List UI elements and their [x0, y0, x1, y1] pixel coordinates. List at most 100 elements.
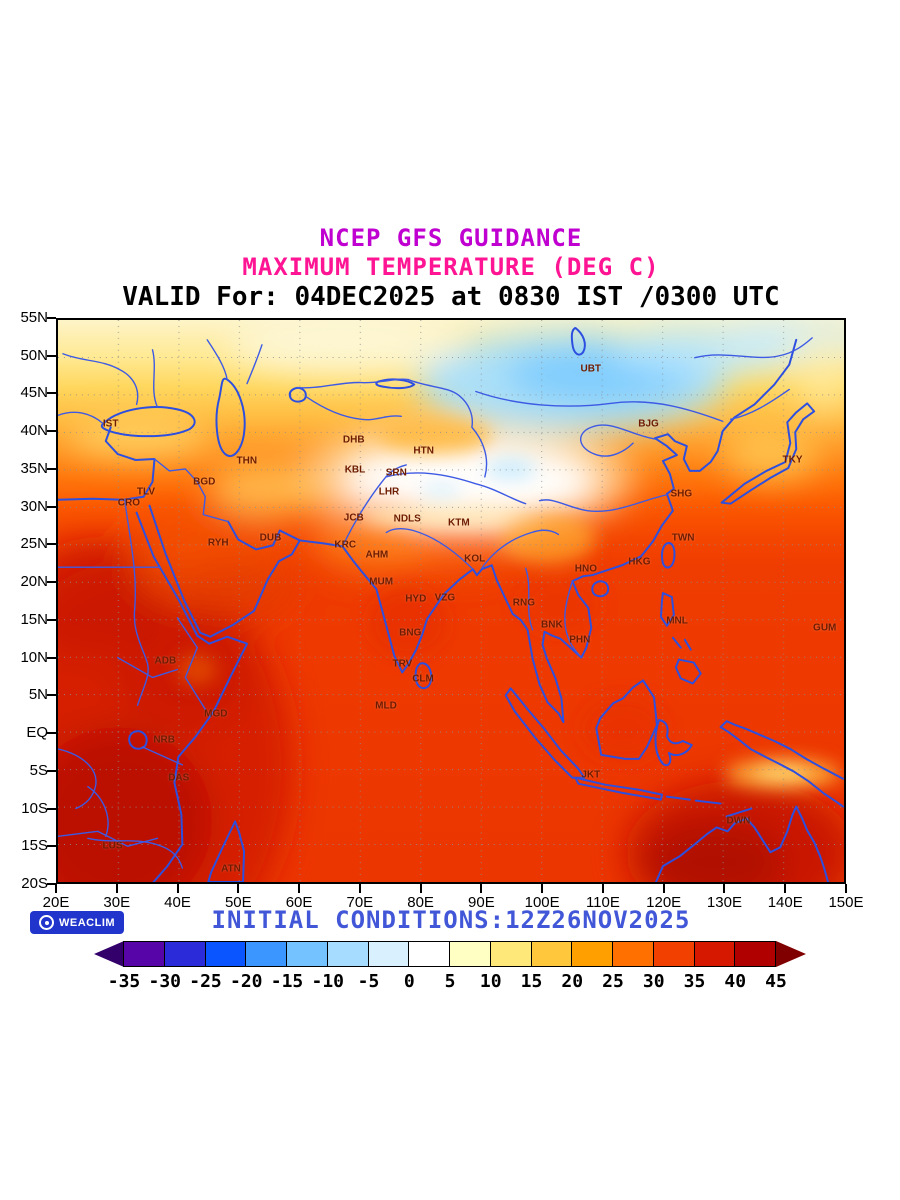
city-label: RNG — [512, 597, 536, 609]
lat-axis-label: 55N — [20, 309, 48, 326]
lat-axis-label: 25N — [20, 535, 48, 553]
axis-tick-left — [47, 430, 56, 433]
city-label: TLV — [136, 486, 156, 498]
colorbar-cell — [449, 941, 491, 967]
colorbar-cell — [612, 941, 654, 967]
lon-axis-label: 100E — [524, 894, 560, 911]
colorbar-tick-label: 0 — [403, 971, 415, 992]
axis-tick-left — [47, 505, 56, 508]
colorbar-cell — [326, 941, 369, 967]
colorbar-tick-label: -35 — [107, 971, 141, 992]
colorbar-cell — [530, 941, 573, 967]
coastlines — [58, 326, 844, 882]
city-label: KTM — [448, 517, 470, 529]
city-label: NRB — [153, 734, 175, 746]
colorbar-cell — [734, 941, 776, 967]
axis-tick-bottom — [723, 884, 726, 893]
axis-tick-bottom — [358, 884, 361, 893]
colorbar-arrow-left — [94, 941, 124, 967]
weaclim-label: WEACLIM — [59, 916, 116, 929]
axis-tick-left — [47, 581, 56, 584]
colorbar-cell — [571, 941, 613, 967]
lat-axis-label: 15N — [20, 610, 48, 628]
city-label: DHB — [342, 434, 365, 445]
lat-axis-label: 10S — [21, 799, 48, 817]
city-label: MNL — [666, 615, 688, 627]
colorbar-tick-label: 15 — [520, 971, 543, 992]
colorbar-tick-label: 20 — [561, 971, 584, 992]
lat-axis-label: 45N — [20, 384, 48, 402]
city-label: KBL — [344, 464, 366, 476]
axis-tick-bottom — [237, 884, 240, 893]
axis-tick-bottom — [176, 884, 179, 893]
city-label: KOL — [464, 553, 486, 565]
colorbar-cell — [367, 941, 410, 967]
temperature-map — [56, 318, 846, 884]
temperature-blobs-small — [177, 417, 841, 789]
city-label: ADB — [154, 655, 177, 667]
city-label: TKY — [782, 454, 803, 466]
colorbar-cell — [489, 941, 532, 967]
axis-tick-bottom — [662, 884, 665, 893]
lon-axis-label: 140E — [767, 894, 803, 911]
axis-tick-bottom — [784, 884, 787, 893]
lon-axis-label: 130E — [706, 894, 742, 911]
colorbar-tick-label: -30 — [148, 971, 182, 992]
lon-axis-label: 120E — [646, 894, 682, 911]
axis-tick-bottom — [480, 884, 483, 893]
city-label: PHN — [569, 634, 591, 646]
axis-tick-left — [47, 732, 56, 735]
lat-axis-label: 20N — [20, 573, 48, 591]
axis-tick-bottom — [541, 884, 544, 893]
borders-rivers — [58, 337, 813, 869]
city-label: ATN — [221, 863, 241, 875]
weaclim-logo-icon — [39, 915, 54, 930]
colorbar-cell — [163, 941, 206, 967]
colorbar-tick-label: -15 — [270, 971, 304, 992]
city-label: DAS — [168, 772, 190, 784]
weaclim-badge: WEACLIM — [30, 911, 125, 934]
colorbar-tick-label: 45 — [765, 971, 787, 992]
lat-axis-label: 10N — [20, 648, 48, 666]
colorbar-cell — [123, 941, 165, 967]
city-label: JCB — [343, 512, 364, 524]
colorbar-tick-label: 5 — [444, 971, 456, 992]
axis-tick-bottom — [298, 884, 301, 893]
colorbar-tick-label: 35 — [683, 971, 706, 992]
colorbar-tick-label: -5 — [357, 971, 380, 992]
lon-axis-label: 40E — [164, 894, 191, 911]
axis-tick-left — [47, 769, 56, 772]
city-label: GUM — [813, 622, 837, 634]
axis-tick-bottom — [601, 884, 604, 893]
axis-tick-left — [47, 807, 56, 810]
city-label: IST — [102, 418, 119, 430]
lat-axis-label: 5N — [28, 686, 48, 704]
axis-tick-left — [47, 392, 56, 395]
axis-tick-left — [47, 543, 56, 546]
lat-axis-label: 35N — [20, 459, 48, 477]
colorbar-tick-label: -10 — [311, 971, 345, 992]
lat-axis-label: 50N — [20, 346, 48, 364]
city-label: HTN — [413, 445, 434, 457]
lat-axis-label: 20S — [21, 875, 48, 892]
axis-tick-left — [47, 694, 56, 697]
title-block: NCEP GFS GUIDANCE MAXIMUM TEMPERATURE (D… — [56, 224, 846, 313]
colorbar: -35 -30 -25 -20 -15 -10 -5 0 5 10 15 20 25 30 35 40 45 — [94, 941, 806, 992]
city-label: HYD — [405, 593, 427, 605]
lon-axis-label: 30E — [103, 894, 131, 911]
colorbar-arrow-right — [776, 941, 806, 967]
lat-axis-label: 15S — [21, 837, 48, 855]
colorbar-cell — [204, 941, 247, 967]
city-label: TRV — [392, 658, 413, 670]
axis-tick-left — [47, 845, 56, 848]
axis-tick-left — [47, 317, 56, 319]
colorbar-cell — [652, 941, 695, 967]
city-label: HNO — [574, 563, 598, 575]
city-label: AHM — [365, 549, 389, 561]
colorbar-cell — [286, 941, 328, 967]
weaclim-logo-dot — [44, 920, 49, 925]
city-label: BJG — [638, 418, 659, 430]
colorbar-tick-label: -20 — [229, 971, 263, 992]
city-label: MGD — [204, 708, 228, 720]
